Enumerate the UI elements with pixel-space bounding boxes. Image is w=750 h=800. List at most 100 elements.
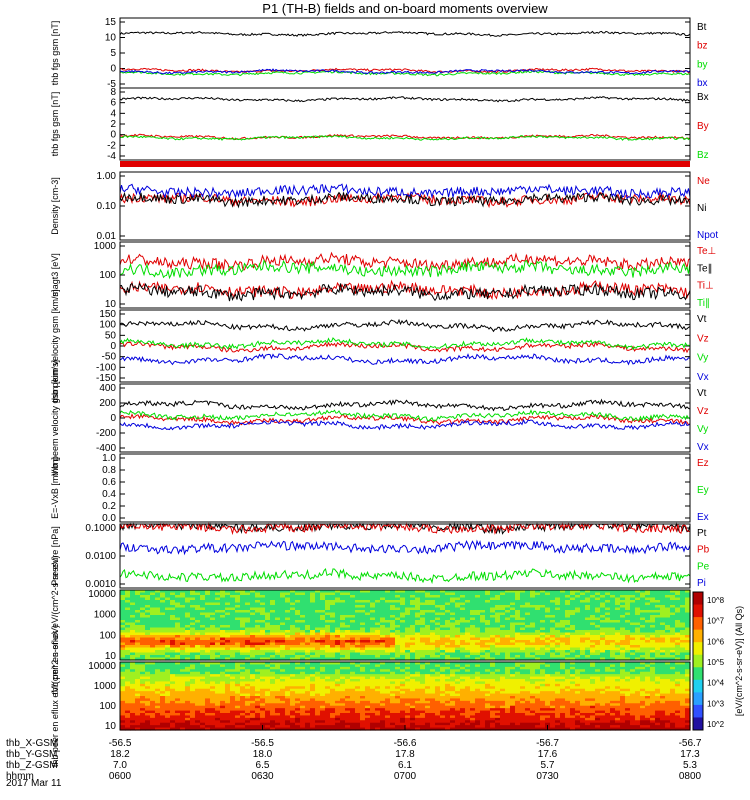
- spectrogram-cell: [215, 645, 221, 649]
- spectrogram-cell: [315, 592, 321, 596]
- spectrogram-cell: [415, 652, 421, 656]
- spectrogram-cell: [165, 717, 171, 721]
- spectrogram-cell: [315, 683, 321, 687]
- spectrogram-cell: [300, 597, 306, 601]
- spectrogram-cell: [210, 622, 216, 626]
- spectrogram-cell: [380, 627, 386, 631]
- spectrogram-cell: [275, 688, 281, 692]
- spectrogram-cell: [545, 600, 551, 604]
- spectrogram-cell: [190, 705, 196, 709]
- spectrogram-cell: [390, 662, 396, 666]
- spectrogram-cell: [310, 715, 316, 719]
- spectrogram-cell: [300, 642, 306, 646]
- spectrogram-cell: [380, 669, 386, 673]
- spectrogram-cell: [245, 722, 251, 726]
- spectrogram-cell: [265, 717, 271, 721]
- spectrogram-cell: [140, 620, 146, 624]
- spectrogram-cell: [495, 590, 501, 594]
- spectrogram-cell: [455, 607, 461, 611]
- spectrogram-cell: [540, 625, 546, 629]
- spectrogram-cell: [170, 630, 176, 634]
- spectrogram-cell: [370, 664, 376, 668]
- spectrogram-cell: [175, 664, 181, 668]
- spectrogram-cell: [320, 717, 326, 721]
- spectrogram-cell: [310, 703, 316, 707]
- spectrogram-cell: [310, 640, 316, 644]
- spectrogram-cell: [485, 605, 491, 609]
- spectrogram-cell: [495, 645, 501, 649]
- spectrogram-cell: [545, 620, 551, 624]
- spectrogram-cell: [295, 645, 301, 649]
- spectrogram-cell: [130, 620, 136, 624]
- spectrogram-cell: [370, 710, 376, 714]
- spectrogram-cell: [330, 652, 336, 656]
- spectrogram-cell: [410, 647, 416, 651]
- spectrogram-cell: [325, 686, 331, 690]
- spectrogram-cell: [120, 632, 126, 636]
- spectrogram-cell: [595, 620, 601, 624]
- spectrogram-cell: [245, 698, 251, 702]
- spectrogram-cell: [540, 640, 546, 644]
- spectrogram-cell: [295, 679, 301, 683]
- spectrogram-cell: [195, 683, 201, 687]
- spectrogram-cell: [460, 655, 466, 659]
- spectrogram-cell: [285, 725, 291, 729]
- spectrogram-cell: [175, 637, 181, 641]
- spectrogram-cell: [265, 698, 271, 702]
- spectrogram-cell: [140, 655, 146, 659]
- spectrogram-cell: [470, 597, 476, 601]
- spectrogram-cell: [290, 605, 296, 609]
- spectrogram-cell: [295, 683, 301, 687]
- spectrogram-cell: [650, 597, 656, 601]
- spectrogram-cell: [305, 627, 311, 631]
- spectrogram-cell: [305, 595, 311, 599]
- spectrogram-cell: [635, 620, 641, 624]
- spectrogram-cell: [250, 657, 256, 661]
- spectrogram-cell: [585, 610, 591, 614]
- spectrogram-cell: [220, 595, 226, 599]
- spectrogram-cell: [370, 605, 376, 609]
- spectrogram-cell: [635, 630, 641, 634]
- spectrogram-cell: [505, 632, 511, 636]
- spectrogram-cell: [255, 725, 261, 729]
- spectrogram-cell: [360, 722, 366, 726]
- spectrogram-cell: [455, 640, 461, 644]
- spectrogram-cell: [225, 688, 231, 692]
- spectrogram-cell: [595, 595, 601, 599]
- spectrogram-cell: [490, 605, 496, 609]
- spectrogram-cell: [585, 625, 591, 629]
- spectrogram-cell: [215, 662, 221, 666]
- spectrogram-cell: [335, 605, 341, 609]
- spectrogram-cell: [560, 650, 566, 654]
- spectrogram-cell: [630, 652, 636, 656]
- spectrogram-cell: [255, 713, 261, 717]
- spectrogram-cell: [205, 700, 211, 704]
- spectrogram-cell: [230, 607, 236, 611]
- spectrogram-cell: [515, 610, 521, 614]
- spectrogram-cell: [145, 652, 151, 656]
- spectrogram-cell: [625, 595, 631, 599]
- spectrogram-cell: [270, 655, 276, 659]
- spectrogram-cell: [455, 595, 461, 599]
- spectrogram-cell: [205, 710, 211, 714]
- spectrogram-cell: [620, 620, 626, 624]
- spectrogram-cell: [375, 650, 381, 654]
- spectrogram-cell: [145, 622, 151, 626]
- spectrogram-cell: [625, 607, 631, 611]
- spectrogram-cell: [485, 637, 491, 641]
- spectrogram-cell: [625, 640, 631, 644]
- spectrogram-cell: [150, 674, 156, 678]
- spectrogram-cell: [160, 674, 166, 678]
- spectrogram-cell: [510, 610, 516, 614]
- spectrogram-cell: [255, 655, 261, 659]
- spectrogram-cell: [150, 642, 156, 646]
- spectrogram-cell: [625, 625, 631, 629]
- spectrogram-cell: [635, 652, 641, 656]
- spectrogram-cell: [560, 642, 566, 646]
- spectrogram-cell: [540, 620, 546, 624]
- spectrogram-cell: [155, 679, 161, 683]
- spectrogram-cell: [195, 602, 201, 606]
- spectrogram-cell: [425, 647, 431, 651]
- spectrogram-cell: [135, 671, 141, 675]
